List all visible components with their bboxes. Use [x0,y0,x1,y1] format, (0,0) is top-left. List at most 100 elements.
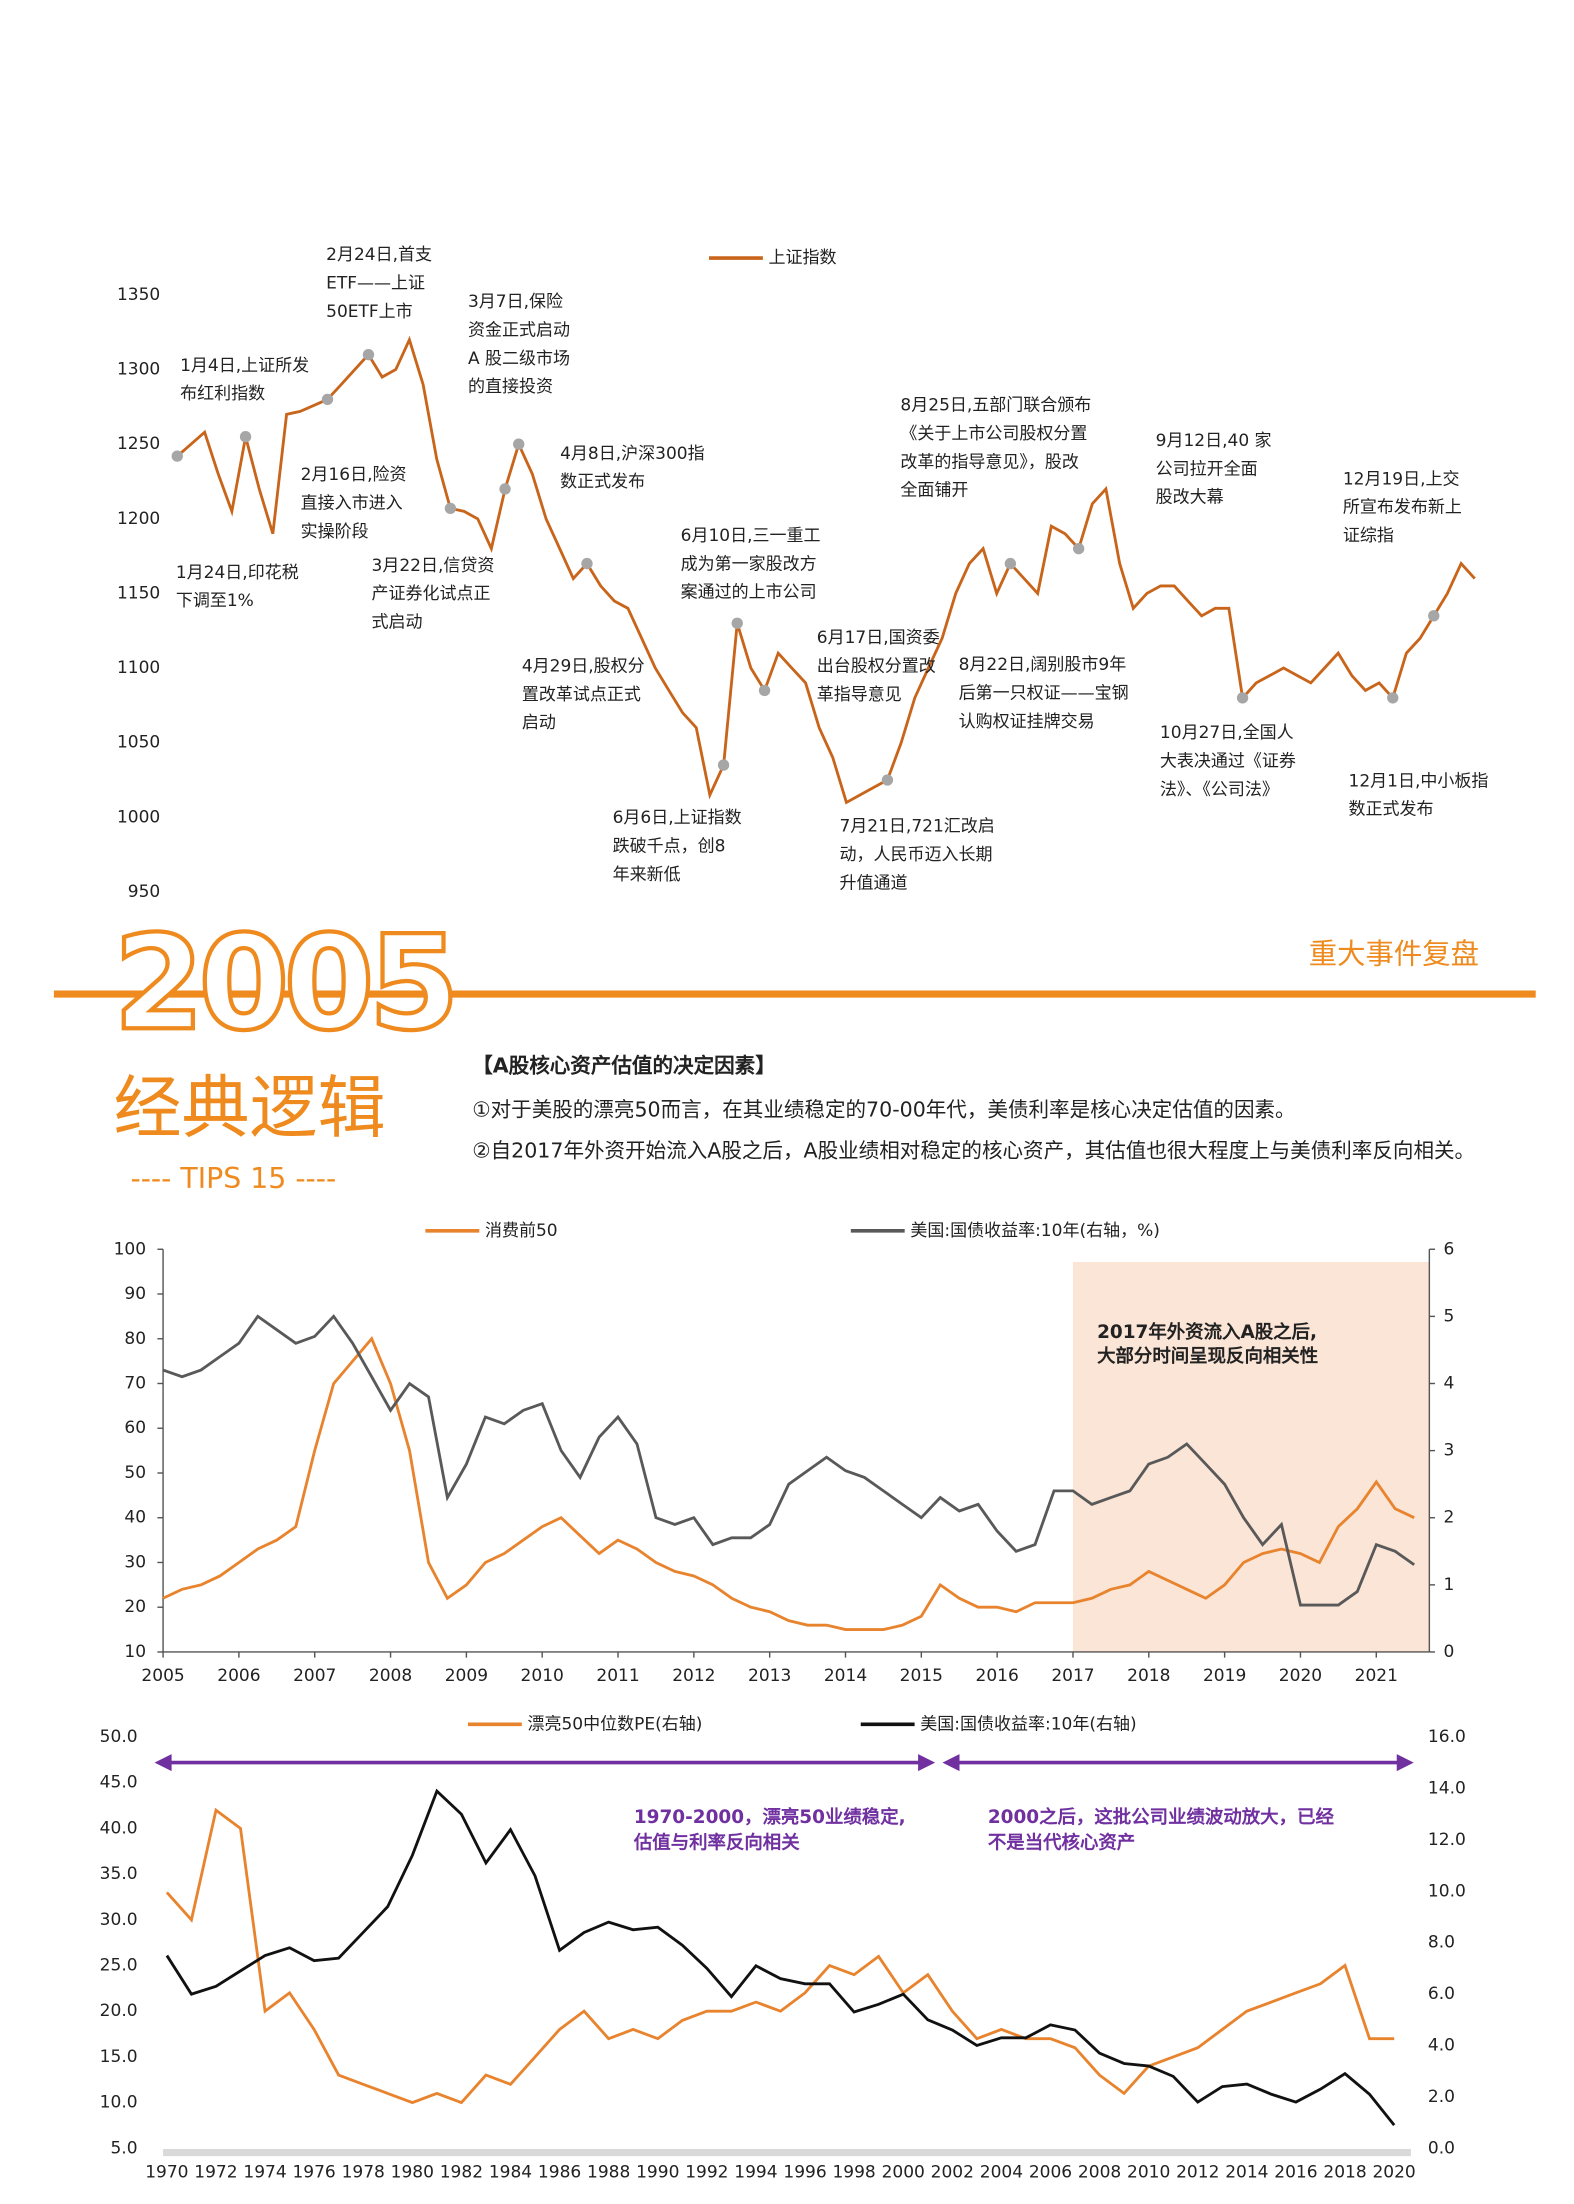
arrow-head [1396,1754,1414,1772]
arrow-head [942,1754,960,1772]
series-line [165,1788,1396,2127]
y-tick-label: 35.0 [100,1864,138,1884]
span-note: 估值与利率反向相关 [633,1831,800,1853]
event-annotation: 10月27日,全国人 [1160,723,1294,743]
tips-label: ---- TIPS 15 ---- [130,1162,336,1195]
event-annotation: 布红利指数 [180,384,265,404]
x-tick-label: 2005 [141,1666,184,1686]
y2-tick-label: 1 [1444,1575,1455,1595]
event-annotation: 1月4日,上证所发 [180,356,309,376]
event-annotation: 年来新低 [613,865,681,885]
y-tick-label: 10 [124,1642,146,1662]
legend-label: 上证指数 [769,248,837,268]
event-annotation: 改革的指导意见》，股改 [900,452,1078,472]
y2-tick-label: 0 [1444,1642,1455,1662]
y-tick-label: 1050 [117,733,160,753]
event-annotation: 实操阶段 [301,522,369,542]
x-tick-label: 1980 [391,2162,434,2182]
x-tick-label: 2008 [369,1666,412,1686]
y2-tick-label: 2.0 [1428,2087,1455,2107]
x-tick-label: 2011 [596,1666,639,1686]
y-tick-label: 80 [124,1329,146,1349]
event-annotation: 置改革试点正式 [522,685,641,705]
event-annotation: 案通过的上市公司 [681,583,817,603]
event-marker [1004,557,1017,570]
y-tick-label: 50.0 [100,1727,138,1747]
event-annotation: 法》、《公司法》 [1160,780,1279,800]
event-annotation: 股改大幕 [1156,488,1224,508]
y-tick-label: 45.0 [100,1773,138,1793]
y-tick-label: 15.0 [100,2047,138,2067]
event-annotation: 50ETF上市 [326,302,413,322]
span-note: 不是当代核心资产 [988,1831,1135,1853]
x-tick-label: 2020 [1372,2162,1415,2182]
y2-tick-label: 12.0 [1428,1830,1466,1850]
y2-tick-label: 8.0 [1428,1933,1455,1953]
y2-tick-label: 6.0 [1428,1984,1455,2004]
event-annotation: 大表决通过《证券 [1160,751,1296,771]
y2-tick-label: 6 [1444,1239,1455,1259]
x-tick-label: 2008 [1078,2162,1121,2182]
series-line [165,1807,1395,2105]
event-annotation: 2月24日,首支 [326,245,432,265]
y2-tick-label: 14.0 [1428,1778,1466,1798]
y-tick-label: 20.0 [100,2001,138,2021]
event-annotation: 6月10日,三一重工 [681,526,821,546]
event-marker [1387,692,1399,704]
series-line [176,335,1476,805]
event-annotation: 4月8日,沪深300指 [560,444,704,464]
series-line [162,1336,1415,1631]
span-note: 1970-2000，漂亮50业绩稳定, [634,1806,906,1828]
arrow-head [154,1754,172,1772]
y2-tick-label: 2 [1444,1508,1455,1528]
x-tick-label: 2017 [1051,1666,1094,1686]
y-tick-label: 50 [124,1463,146,1483]
x-tick-label: 2021 [1355,1666,1398,1686]
x-tick-label: 2016 [976,1666,1019,1686]
x-tick-label: 1992 [685,2162,728,2182]
event-annotation: 资金正式启动 [468,320,570,340]
event-annotation: 全面铺开 [900,481,968,501]
year-title: 2005 [113,907,453,1059]
y-tick-label: 5.0 [111,2138,138,2158]
event-annotation: 12月19日,上交 [1343,469,1460,489]
y-tick-label: 40.0 [100,1818,138,1838]
event-marker [717,759,730,771]
event-marker [444,502,457,515]
x-tick-label: 2006 [1029,2162,1072,2182]
event-marker [581,557,593,570]
x-tick-label: 1998 [832,2162,875,2182]
event-annotation: 启动 [522,713,556,733]
event-annotation: 9月12日,40 家 [1156,431,1272,451]
event-annotation: 4月29日,股权分 [522,656,645,676]
event-annotation: 3月22日,信贷资 [372,556,495,576]
x-tick-label: 2000 [882,2162,925,2182]
x-tick-label: 1972 [194,2162,237,2182]
x-tick-label: 2016 [1274,2162,1317,2182]
y2-tick-label: 16.0 [1428,1727,1466,1747]
event-annotation: 公司拉开全面 [1156,459,1258,479]
event-annotation: 产证券化试点正 [372,584,491,604]
y-tick-label: 1250 [117,434,160,454]
event-annotation: 8月22日,阔别股市9年 [959,655,1127,675]
event-annotation: 出台股权分置改 [817,656,936,676]
tips-point: ①对于美股的漂亮50而言，在其业绩稳定的70-00年代，美债利率是核心决定估值的… [472,1097,1295,1121]
x-tick-label: 2019 [1203,1666,1246,1686]
x-tick-label: 1986 [538,2162,581,2182]
event-annotation: 证综指 [1343,526,1394,546]
x-tick-label: 1984 [489,2162,532,2182]
y2-tick-label: 3 [1444,1441,1455,1461]
event-marker [731,617,743,629]
arrow-head [918,1754,936,1772]
x-tick-label: 2014 [1225,2162,1268,2182]
x-tick-label: 1994 [734,2162,777,2182]
highlight-note: 大部分时间呈现反向相关性 [1097,1345,1318,1367]
y2-tick-label: 0.0 [1428,2138,1455,2158]
x-tick-label: 2012 [1176,2162,1219,2182]
event-marker [239,431,252,443]
event-marker [1428,610,1440,622]
event-annotation: ETF——上证 [326,274,425,294]
tips-point: ②自2017年外资开始流入A股之后，A股业绩相对稳定的核心资产，其估值也很大程度… [472,1138,1475,1162]
event-annotation: 6月17日,国资委 [817,628,940,648]
